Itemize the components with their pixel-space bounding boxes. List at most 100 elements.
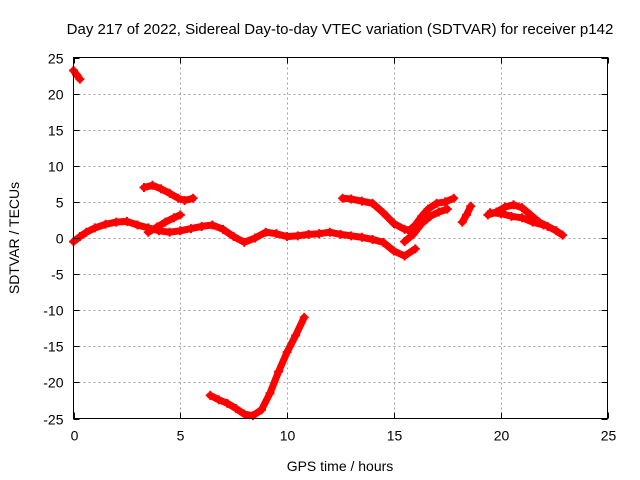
data-point-marker bbox=[400, 251, 410, 261]
data-point-marker bbox=[205, 390, 215, 400]
y-tick-label: 10 bbox=[48, 159, 64, 175]
data-point-marker bbox=[496, 208, 506, 218]
data-point-marker bbox=[466, 201, 476, 211]
data-point-marker bbox=[299, 312, 309, 322]
data-point-marker bbox=[188, 193, 198, 203]
data-point-marker bbox=[180, 195, 190, 205]
data-point-marker bbox=[122, 216, 132, 226]
data-point-marker bbox=[389, 219, 399, 229]
data-point-marker bbox=[274, 367, 284, 377]
x-tick-label: 10 bbox=[280, 428, 296, 444]
data-point-marker bbox=[346, 194, 356, 204]
series-arc-3 bbox=[139, 180, 198, 205]
data-point-marker bbox=[139, 182, 149, 192]
y-tick-label: -15 bbox=[43, 339, 63, 355]
data-point-marker bbox=[400, 237, 410, 247]
y-axis-label: SDTVAR / TECUs bbox=[6, 182, 22, 294]
data-point-marker bbox=[389, 246, 399, 256]
data-point-marker bbox=[506, 211, 516, 221]
series-arc-9 bbox=[457, 201, 476, 227]
data-point-marker bbox=[291, 330, 301, 340]
data-series bbox=[69, 65, 568, 421]
data-point-marker bbox=[101, 219, 111, 229]
data-point-marker bbox=[282, 232, 292, 242]
data-point-marker bbox=[551, 226, 561, 236]
series-arc-2 bbox=[69, 216, 420, 261]
data-point-marker bbox=[75, 74, 85, 84]
data-point-marker bbox=[271, 229, 281, 239]
data-point-marker bbox=[528, 217, 538, 227]
y-tick-label: -10 bbox=[43, 303, 63, 319]
x-tick-label: 5 bbox=[177, 428, 185, 444]
series-arc-5 bbox=[205, 312, 309, 421]
data-point-marker bbox=[81, 227, 91, 237]
x-tick-label: 15 bbox=[387, 428, 403, 444]
data-point-marker bbox=[558, 230, 568, 240]
series-arc-4 bbox=[143, 210, 185, 237]
x-tick-label: 0 bbox=[71, 428, 79, 444]
data-point-marker bbox=[434, 207, 444, 217]
y-tick-label: 15 bbox=[48, 123, 64, 139]
data-point-marker bbox=[449, 193, 459, 203]
data-point-marker bbox=[462, 210, 472, 220]
data-point-marker bbox=[517, 203, 527, 213]
data-point-marker bbox=[239, 409, 249, 419]
data-point-marker bbox=[417, 219, 427, 229]
data-point-marker bbox=[425, 211, 435, 221]
data-point-marker bbox=[293, 231, 303, 241]
axis-ticks: 0 5 10 15 20 25 -25 -20 -15 -10 -5 0 5 10 15 20 25 bbox=[43, 51, 616, 444]
data-point-marker bbox=[229, 232, 239, 242]
data-point-marker bbox=[408, 229, 418, 239]
data-point-marker bbox=[175, 226, 185, 236]
data-point-marker bbox=[368, 234, 378, 244]
data-point-marker bbox=[111, 217, 121, 227]
data-point-marker bbox=[325, 227, 335, 237]
data-point-marker bbox=[517, 213, 527, 223]
data-point-marker bbox=[214, 395, 224, 405]
data-point-marker bbox=[303, 229, 313, 239]
data-point-marker bbox=[485, 208, 495, 218]
data-point-marker bbox=[175, 210, 185, 220]
y-tick-label: 25 bbox=[48, 51, 64, 67]
data-point-marker bbox=[231, 403, 241, 413]
data-point-marker bbox=[160, 217, 170, 227]
data-point-marker bbox=[410, 244, 420, 254]
data-point-marker bbox=[75, 232, 85, 242]
x-tick-label: 20 bbox=[494, 428, 510, 444]
data-point-marker bbox=[169, 213, 179, 223]
data-point-marker bbox=[378, 208, 388, 218]
data-point-marker bbox=[423, 204, 433, 214]
data-point-marker bbox=[207, 220, 217, 230]
y-tick-label: 0 bbox=[56, 231, 64, 247]
data-point-marker bbox=[261, 227, 271, 237]
data-point-marker bbox=[165, 188, 175, 198]
data-point-marker bbox=[346, 231, 356, 241]
data-point-marker bbox=[378, 237, 388, 247]
data-point-marker bbox=[314, 229, 324, 239]
x-axis-label: GPS time / hours bbox=[287, 458, 394, 474]
data-point-marker bbox=[368, 198, 378, 208]
data-point-marker bbox=[148, 180, 158, 190]
data-point-marker bbox=[500, 202, 510, 212]
data-point-marker bbox=[457, 217, 467, 227]
data-point-marker bbox=[442, 204, 452, 214]
data-point-marker bbox=[338, 193, 348, 203]
chart-title: Day 217 of 2022, Sidereal Day-to-day VTE… bbox=[67, 21, 614, 38]
data-point-marker bbox=[265, 388, 275, 398]
series-arc-11 bbox=[485, 208, 548, 230]
y-tick-label: 20 bbox=[48, 87, 64, 103]
y-tick-label: 5 bbox=[56, 195, 64, 211]
grid-lines bbox=[73, 57, 608, 419]
data-point-marker bbox=[256, 405, 266, 415]
data-point-marker bbox=[133, 220, 143, 230]
series-arc-8 bbox=[400, 204, 452, 247]
data-point-marker bbox=[538, 220, 548, 230]
data-point-marker bbox=[336, 229, 345, 239]
data-point-marker bbox=[357, 232, 367, 242]
data-point-marker bbox=[218, 224, 228, 234]
data-point-marker bbox=[152, 222, 162, 232]
series-arc-6 bbox=[338, 193, 420, 236]
data-point-marker bbox=[282, 347, 292, 357]
